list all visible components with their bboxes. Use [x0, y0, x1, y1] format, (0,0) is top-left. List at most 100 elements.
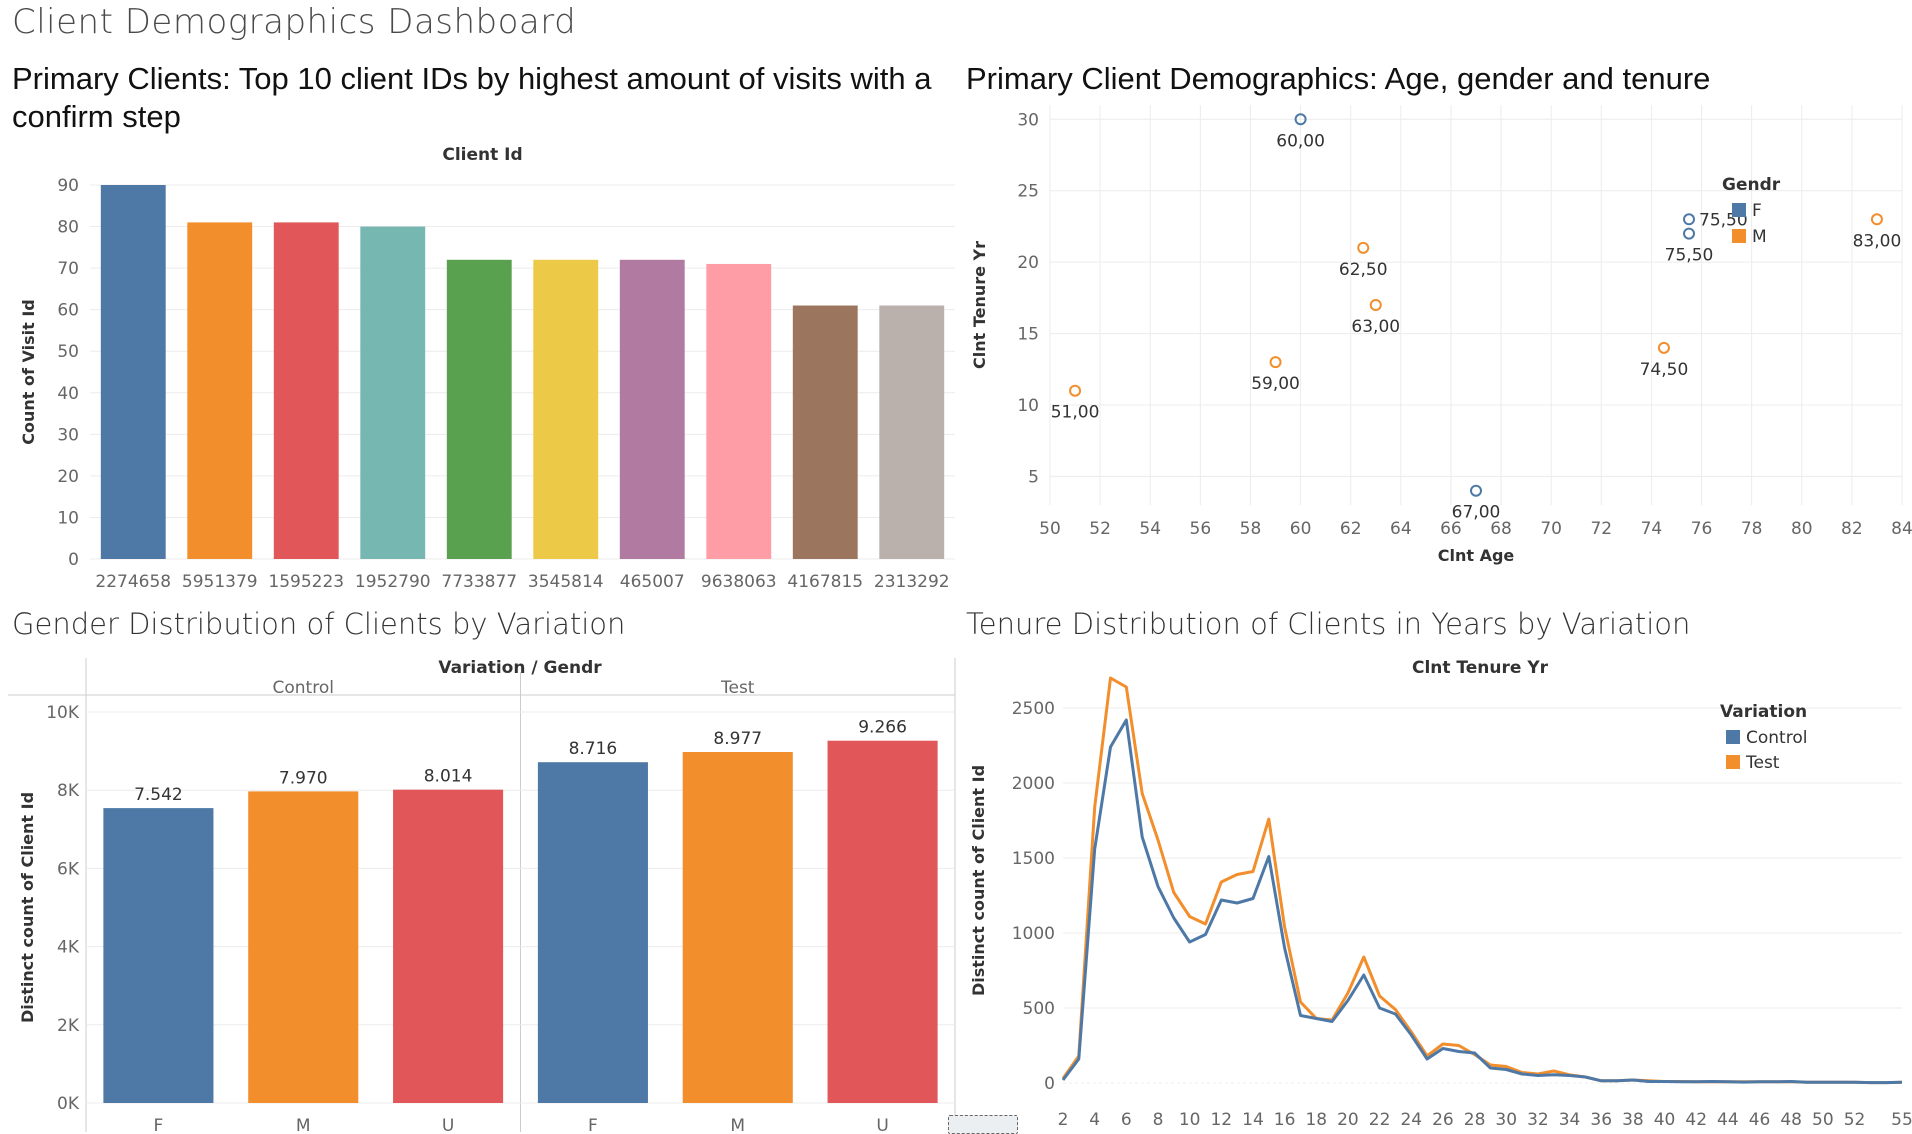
scatter-point[interactable] [1470, 484, 1482, 497]
point-label: 63,00 [1351, 317, 1400, 337]
top-clients-title: Primary Clients: Top 10 client IDs by hi… [12, 61, 932, 134]
y-tick-label: 0K [57, 1094, 80, 1114]
bar[interactable] [619, 259, 685, 559]
bar[interactable] [879, 305, 945, 559]
legend-label: Control [1746, 728, 1807, 748]
x-tick-label: 5951379 [182, 572, 258, 592]
scatter-point[interactable] [1657, 341, 1670, 354]
x-tick-label: 72 [1590, 519, 1612, 539]
bar[interactable] [360, 226, 426, 560]
x-tick-label: 52 [1089, 519, 1111, 539]
x-axis-title: Clnt Age [1438, 546, 1515, 565]
y-tick-label: 0 [1044, 1074, 1055, 1094]
y-tick-label: 90 [57, 176, 79, 196]
scatter-point[interactable] [1683, 213, 1695, 226]
scatter-point[interactable] [1269, 356, 1282, 369]
x-tick-label: 18 [1305, 1110, 1327, 1130]
legend-swatch [1732, 203, 1746, 217]
x-tick-label: 1595223 [268, 572, 344, 592]
legend-title: Variation [1720, 702, 1807, 722]
x-tick-label: 38 [1622, 1110, 1644, 1130]
x-tick-label: 2313292 [874, 572, 950, 592]
bar[interactable] [827, 740, 938, 1103]
x-tick-label: 8 [1153, 1110, 1164, 1130]
bar[interactable] [706, 263, 772, 559]
x-tick-label: 9638063 [701, 572, 777, 592]
scatter-point[interactable] [1683, 227, 1695, 240]
y-tick-label: 10K [46, 703, 80, 723]
scatter-point[interactable] [1069, 384, 1082, 397]
y-tick-label: 30 [1017, 110, 1039, 130]
bar[interactable] [537, 762, 648, 1103]
group-label: Test [720, 678, 755, 698]
x-tick-label: 55 [1891, 1110, 1912, 1130]
gender-variation-bar-chart[interactable]: Variation / Gendr 0K 2K 4K 6K 8K 10K Distinct c… [0, 650, 960, 1134]
point-label: 60,00 [1276, 131, 1325, 151]
bar[interactable] [100, 185, 166, 559]
x-tick-label: 52 [1844, 1110, 1866, 1130]
y-tick-label: 2000 [1012, 774, 1055, 794]
x-tick-label: 62 [1340, 519, 1362, 539]
series-line-control[interactable] [1061, 718, 1903, 1085]
bar-value-label: 8.977 [713, 729, 762, 749]
x-tick-label: 34 [1559, 1110, 1581, 1130]
legend-swatch [1726, 755, 1740, 769]
horizontal-scrollbar[interactable] [948, 1115, 1018, 1134]
x-tick-label: 14 [1242, 1110, 1264, 1130]
age-tenure-scatter-chart[interactable]: 50 52 54 56 58 60 62 64 66 68 70 72 74 76 78 80 82 84 5 10 1… [960, 105, 1912, 575]
column-header: Variation / Gendr [438, 658, 602, 678]
gender-variation-title: Gender Distribution of Clients by Variat… [12, 607, 626, 641]
y-tick-label: 0 [68, 550, 79, 570]
x-tick-label: 28 [1464, 1110, 1486, 1130]
bar[interactable] [682, 751, 793, 1103]
x-tick-label: 76 [1691, 519, 1713, 539]
x-tick-label: 50 [1039, 519, 1061, 539]
bar-value-label: 8.716 [569, 739, 618, 759]
x-tick-label: 7733877 [441, 572, 517, 592]
bar[interactable] [792, 305, 858, 559]
x-tick-label: 2274658 [95, 572, 171, 592]
y-tick-label: 10 [57, 508, 79, 528]
scatter-point[interactable] [1369, 299, 1382, 311]
y-axis-title: Distinct count of Client Id [18, 792, 37, 1023]
x-tick-label: 465007 [620, 572, 685, 592]
bar[interactable] [273, 222, 339, 559]
scatter-point[interactable] [1870, 213, 1883, 226]
y-tick-label: 10 [1017, 396, 1039, 416]
x-tick-label: U [876, 1116, 888, 1134]
scatter-point[interactable] [1294, 113, 1307, 126]
top-clients-bar-chart[interactable]: Client Id 0 10 20 30 40 50 60 70 80 90 Count of Vis… [0, 135, 960, 595]
x-tick-label: 10 [1179, 1110, 1201, 1130]
bar-value-label: 7.970 [279, 768, 328, 788]
point-label: 74,50 [1640, 360, 1689, 380]
bar[interactable] [446, 259, 512, 559]
scatter-point[interactable] [1357, 241, 1370, 254]
x-tick-label: 36 [1590, 1110, 1612, 1130]
legend-label: M [1752, 227, 1767, 247]
x-tick-label: 3545814 [528, 572, 604, 592]
y-tick-label: 8K [57, 781, 80, 801]
y-axis-title: Count of Visit Id [19, 299, 38, 444]
y-tick-label: 1000 [1012, 924, 1055, 944]
bar[interactable] [393, 789, 504, 1103]
x-tick-label: 66 [1440, 519, 1462, 539]
bar[interactable] [248, 791, 359, 1103]
legend-swatch [1726, 730, 1740, 744]
x-tick-label: M [730, 1116, 745, 1134]
bar[interactable] [533, 259, 599, 559]
y-tick-label: 15 [1017, 325, 1039, 345]
x-tick-label: 58 [1240, 519, 1262, 539]
bar[interactable] [103, 808, 214, 1103]
x-tick-label: 16 [1274, 1110, 1296, 1130]
x-tick-label: 68 [1490, 519, 1512, 539]
y-tick-label: 25 [1017, 182, 1039, 202]
x-tick-label: 50 [1812, 1110, 1834, 1130]
group-label: Control [273, 678, 334, 698]
bar[interactable] [187, 222, 253, 559]
y-tick-label: 20 [57, 467, 79, 487]
x-tick-label: 78 [1741, 519, 1763, 539]
y-tick-label: 30 [57, 425, 79, 445]
point-label: 59,00 [1251, 374, 1300, 394]
y-tick-label: 70 [57, 259, 79, 279]
